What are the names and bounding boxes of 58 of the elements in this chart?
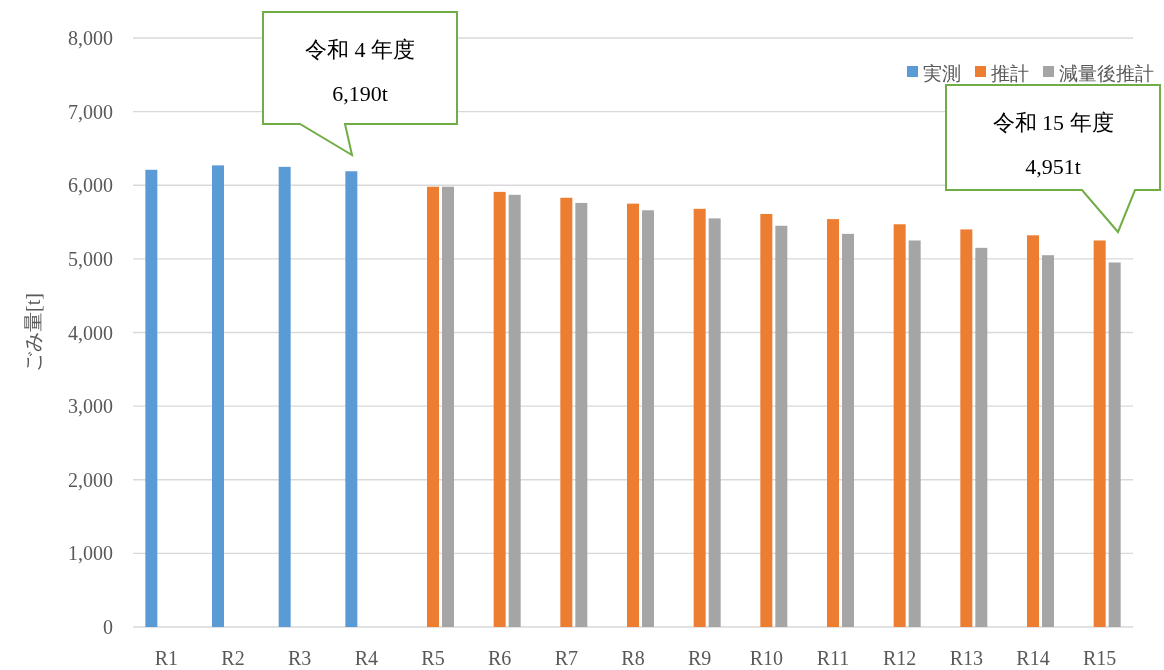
bar: [827, 219, 839, 627]
legend-label: 推計: [991, 63, 1029, 84]
y-tick-label: 6,000: [68, 174, 113, 197]
bar: [1027, 235, 1039, 627]
y-tick-label: 4,000: [68, 321, 113, 344]
bar: [427, 186, 439, 627]
x-tick-label: R5: [421, 647, 445, 669]
bar: [1108, 262, 1121, 627]
bar: [345, 171, 358, 627]
x-tick-label: R11: [816, 647, 850, 669]
y-tick-label: 8,000: [68, 27, 113, 49]
bar: [508, 194, 521, 627]
bar: [842, 233, 854, 627]
bar: [560, 197, 573, 627]
bar: [1093, 240, 1106, 627]
bar: [493, 191, 506, 627]
bar: [975, 247, 988, 627]
y-tick-label: 1,000: [68, 542, 113, 565]
bar: [893, 224, 906, 627]
x-tick-label: R15: [1082, 647, 1117, 669]
x-tick-label: R14: [1016, 647, 1050, 669]
y-tick-label: 0: [103, 616, 113, 638]
x-tick-label: R13: [949, 647, 984, 669]
x-tick-label: R12: [882, 647, 917, 669]
y-tick-label: 5,000: [68, 247, 113, 270]
y-tick-label: 2,000: [68, 468, 113, 491]
bar: [278, 166, 291, 627]
y-axis-title: ごみ量[t]: [22, 293, 44, 372]
x-tick-label: R1: [154, 647, 179, 669]
bar: [775, 225, 788, 627]
bar: [693, 208, 706, 627]
callout: 令和 4 年度 6,190t: [262, 11, 458, 158]
x-tick-label: R9: [687, 647, 712, 669]
y-tick-label: 7,000: [68, 100, 113, 123]
bar: [1042, 255, 1054, 627]
x-tick-label: R3: [287, 647, 312, 669]
legend-label: 実測: [923, 63, 961, 84]
x-tick-label: R2: [221, 647, 245, 669]
x-tick-label: R4: [354, 647, 379, 669]
x-tick-label: R10: [749, 647, 784, 669]
x-tick-label: R8: [621, 647, 645, 669]
bar: [960, 229, 973, 627]
bar: [908, 240, 921, 627]
bar: [708, 218, 721, 627]
x-tick-label: R7: [554, 647, 579, 669]
callout: 令和 15 年度 4,951t: [945, 84, 1161, 234]
bar: [575, 202, 588, 627]
bar: [627, 203, 639, 627]
bar: [760, 213, 773, 627]
x-tick-label: R6: [487, 647, 512, 669]
bar: [442, 186, 454, 627]
bar: [145, 169, 158, 627]
bar: [212, 165, 224, 627]
annotation: 令和 15 年度 4,951t: [992, 110, 1114, 179]
annotation: 令和 4 年度 6,190t: [305, 37, 415, 106]
bar: [642, 210, 654, 627]
y-tick-label: 3,000: [68, 395, 113, 418]
legend-label: 減量後推計: [1059, 63, 1154, 84]
